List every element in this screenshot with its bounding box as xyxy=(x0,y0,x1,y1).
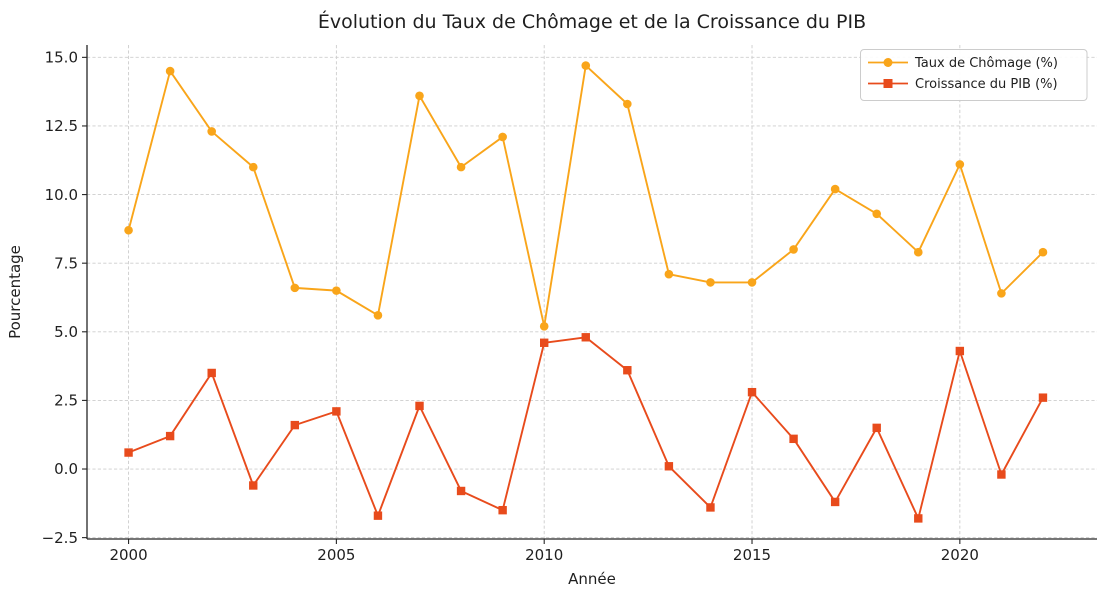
series-pib xyxy=(124,333,1048,523)
data-point-circle xyxy=(1038,247,1048,257)
data-point-square xyxy=(581,333,590,342)
data-point-circle xyxy=(332,286,341,295)
data-point-circle xyxy=(913,247,923,257)
axes: 2000 2005 2010 2015 2020 −2.5 0.0 2.5 5.0 7.5 10.0… xyxy=(42,45,1097,564)
series-group xyxy=(124,61,1048,523)
y-axis-label: Pourcentage xyxy=(6,245,24,339)
data-point-circle xyxy=(415,91,424,101)
data-point-square xyxy=(623,366,632,375)
legend-item-pib: Croissance du PIB (%) xyxy=(868,77,1058,92)
y-tick-label: 12.5 xyxy=(45,117,78,135)
legend-label-pib: Croissance du PIB (%) xyxy=(915,77,1058,92)
data-point-square xyxy=(872,423,881,433)
legend-marker-pib-icon xyxy=(883,79,893,88)
y-tick-label: 10.0 xyxy=(45,186,78,204)
data-point-square xyxy=(747,387,757,397)
y-tick-label: 2.5 xyxy=(54,392,78,410)
data-point-square xyxy=(830,497,840,507)
data-point-square xyxy=(1038,393,1048,402)
x-tick-label: 2000 xyxy=(109,546,147,564)
data-point-square xyxy=(955,346,965,356)
x-tick-label: 2020 xyxy=(941,546,979,564)
grid xyxy=(87,45,1097,539)
data-point-circle xyxy=(789,245,798,254)
legend-marker-chomage-icon xyxy=(883,58,893,67)
data-point-square xyxy=(373,511,383,520)
legend-item-chomage: Taux de Chômage (%) xyxy=(868,56,1058,71)
data-point-circle xyxy=(290,283,300,293)
data-point-square xyxy=(789,434,798,444)
data-point-square xyxy=(997,470,1006,479)
data-point-square xyxy=(249,481,258,490)
data-point-circle xyxy=(581,61,591,70)
data-point-square xyxy=(207,368,216,378)
data-point-circle xyxy=(456,162,466,172)
data-point-circle xyxy=(165,66,175,76)
data-point-circle xyxy=(539,322,549,331)
data-point-circle xyxy=(872,209,882,219)
data-point-circle xyxy=(207,127,216,136)
data-point-square xyxy=(332,407,341,416)
data-point-circle xyxy=(373,311,383,320)
x-tick-label: 2015 xyxy=(733,546,771,564)
x-tick-label: 2005 xyxy=(317,546,355,564)
data-point-square xyxy=(914,514,923,523)
data-point-square xyxy=(664,462,674,471)
data-point-square xyxy=(706,503,715,512)
data-point-square xyxy=(290,420,300,430)
data-point-circle xyxy=(747,278,757,287)
legend-label-chomage: Taux de Chômage (%) xyxy=(914,56,1058,71)
data-point-circle xyxy=(623,99,632,109)
chart-title: Évolution du Taux de Chômage et de la Cr… xyxy=(318,10,866,33)
y-tick-label: 0.0 xyxy=(54,460,78,478)
x-axis-label: Année xyxy=(568,570,616,588)
y-tick-label: −2.5 xyxy=(42,529,78,547)
data-point-circle xyxy=(830,184,840,194)
data-point-circle xyxy=(248,162,258,172)
series-chomage xyxy=(124,61,1048,331)
data-point-circle xyxy=(955,160,965,169)
y-tick-label: 5.0 xyxy=(54,323,78,341)
data-point-circle xyxy=(664,269,674,279)
series-line xyxy=(127,64,1044,328)
legend-box xyxy=(860,49,1088,101)
y-tick-label: 15.0 xyxy=(45,49,78,67)
legend: Taux de Chômage (%) Croissance du PIB (%… xyxy=(860,49,1088,101)
x-tick-label: 2010 xyxy=(525,546,563,564)
data-point-square xyxy=(540,338,549,347)
data-point-square xyxy=(124,448,133,457)
data-point-circle xyxy=(498,132,507,142)
series-line xyxy=(127,336,1044,520)
data-point-square xyxy=(456,486,466,496)
data-point-circle xyxy=(997,289,1006,298)
data-point-square xyxy=(498,505,507,515)
y-tick-label: 7.5 xyxy=(54,254,78,272)
data-point-square xyxy=(415,401,424,411)
data-point-square xyxy=(165,431,175,441)
data-point-circle xyxy=(706,278,715,287)
data-point-circle xyxy=(124,225,133,235)
